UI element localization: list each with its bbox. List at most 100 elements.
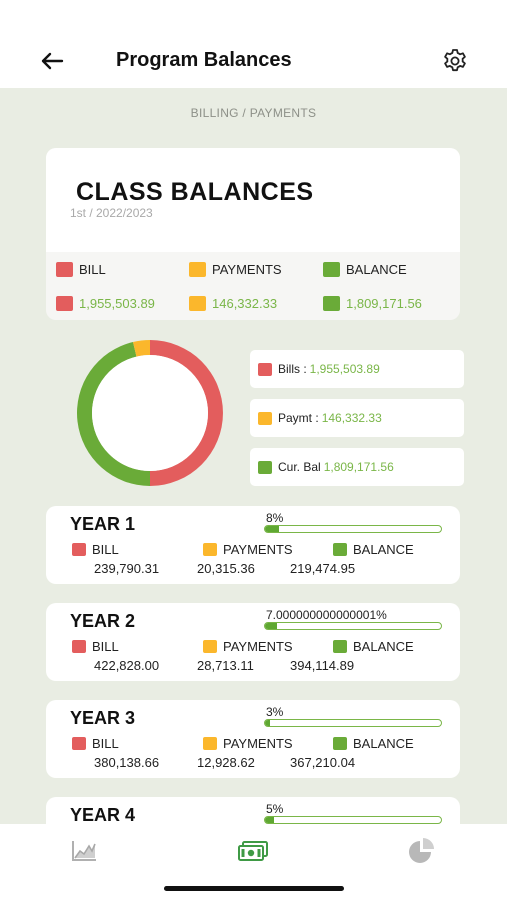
donut-slice-cur-bal [77, 342, 150, 486]
money-icon [238, 841, 268, 861]
legend-payments: PAYMENTS [203, 734, 293, 752]
gear-icon [444, 49, 466, 72]
legend-payments: PAYMENTS [203, 540, 293, 558]
bill-swatch [72, 736, 86, 750]
payments-swatch [189, 261, 206, 277]
legend-payments: PAYMENTS [203, 637, 293, 655]
donut-legend-balance: Cur. Bal 1,809,171.56 [250, 448, 464, 486]
back-button[interactable] [36, 46, 68, 76]
summary-legend-row: BILL PAYMENTS BALANCE [46, 256, 460, 282]
settings-button[interactable] [438, 45, 472, 77]
legend-balance: BALANCE [323, 256, 407, 282]
bill-swatch [56, 295, 73, 311]
year-card[interactable]: YEAR 2 7.000000000000001% BILL PAYMENTS … [46, 603, 460, 681]
chart-line-icon [72, 841, 96, 861]
year-title: YEAR 4 [70, 805, 136, 824]
donut-legend-label: Bills : [278, 362, 307, 376]
payments-swatch [203, 736, 217, 750]
year-title: YEAR 2 [70, 611, 136, 631]
year-title: YEAR 1 [70, 514, 136, 534]
donut-hole [92, 355, 208, 471]
balance-value: 219,474.95 [290, 561, 356, 576]
legend-balance: BALANCE [333, 637, 414, 655]
payments-swatch [203, 542, 217, 556]
progress-fill [265, 526, 280, 532]
donut-legend-value: 1,809,171.56 [323, 460, 394, 474]
class-balances-card: CLASS BALANCES 1st / 2022/2023 BILL PAYM… [46, 148, 460, 320]
summary-subtitle: 1st / 2022/2023 [70, 206, 153, 220]
content-area[interactable]: BILLING / PAYMENTS CLASS BALANCES 1st / … [0, 88, 507, 824]
donut-legend-label: Cur. Bal [278, 460, 321, 474]
year-card[interactable]: YEAR 4 5% [46, 797, 460, 824]
donut-legend-label: Paymt : [278, 411, 319, 425]
nav-analytics[interactable] [64, 836, 104, 866]
bottom-nav [0, 824, 507, 900]
donut-chart [58, 338, 242, 488]
legend-balance: BALANCE [333, 734, 414, 752]
legend-balance-label: BALANCE [346, 261, 407, 277]
summary-title: CLASS BALANCES [76, 178, 314, 206]
year-card[interactable]: YEAR 3 3% BILL PAYMENTS BALANCE 380,138.… [46, 700, 460, 778]
payments-value: 28,713.11 [197, 658, 254, 673]
bill-label: BILL [92, 541, 119, 557]
balance-swatch [333, 736, 347, 750]
nav-payments[interactable] [233, 836, 273, 866]
progress-fill [265, 623, 278, 629]
legend-payments: PAYMENTS [189, 256, 282, 282]
payments-swatch [189, 295, 206, 311]
progress-fill [265, 817, 274, 823]
value-balance: 1,809,171.56 [323, 290, 422, 316]
summary-values-row: 1,955,503.89 146,332.33 1,809,171.56 [46, 290, 460, 316]
balance-swatch [333, 542, 347, 556]
balance-label: BALANCE [353, 541, 414, 557]
donut-chart-svg [77, 340, 223, 486]
payments-value: 20,315.36 [197, 561, 255, 576]
payments-label: PAYMENTS [223, 735, 293, 751]
bill-swatch [72, 639, 86, 653]
legend-bill: BILL [72, 540, 119, 558]
bill-label: BILL [92, 638, 119, 654]
value-bill: 1,955,503.89 [56, 290, 155, 316]
year-title: YEAR 3 [70, 708, 136, 728]
donut-legend-payments: Paymt : 146,332.33 [250, 399, 464, 437]
balance-total: 1,809,171.56 [346, 295, 422, 311]
arrow-left-icon [41, 52, 64, 70]
app-header: Program Balances [0, 0, 507, 88]
payments-value: 12,928.62 [197, 755, 255, 770]
home-indicator [164, 886, 344, 891]
bill-swatch [72, 542, 86, 556]
balance-label: BALANCE [353, 638, 414, 654]
payments-swatch [258, 411, 272, 425]
bills-swatch [258, 362, 272, 376]
balance-swatch [333, 639, 347, 653]
payments-label: PAYMENTS [223, 638, 293, 654]
payments-swatch [203, 639, 217, 653]
legend-bill: BILL [72, 734, 119, 752]
legend-bill: BILL [56, 256, 106, 282]
balance-label: BALANCE [353, 735, 414, 751]
legend-balance: BALANCE [333, 540, 414, 558]
balance-swatch [258, 460, 272, 474]
page-title: Program Balances [116, 49, 292, 71]
summary-header: CLASS BALANCES 1st / 2022/2023 [46, 148, 460, 252]
bill-label: BILL [92, 735, 119, 751]
donut-legend-value: 146,332.33 [321, 411, 382, 425]
value-payments: 146,332.33 [189, 290, 277, 316]
legend-payments-label: PAYMENTS [212, 261, 282, 277]
progress-percent: 5% [266, 802, 284, 816]
donut-slice-bills [150, 340, 223, 486]
progress-bar [264, 719, 442, 727]
donut-legend-bills: Bills : 1,955,503.89 [250, 350, 464, 388]
donut-legend-value: 1,955,503.89 [309, 362, 380, 376]
nav-reports[interactable] [402, 836, 442, 866]
balance-value: 394,114.89 [290, 658, 355, 673]
legend-bill-label: BILL [79, 261, 106, 277]
balance-swatch [323, 295, 340, 311]
legend-bill: BILL [72, 637, 119, 655]
bill-total: 1,955,503.89 [79, 295, 155, 311]
payments-total: 146,332.33 [212, 295, 278, 311]
year-card[interactable]: YEAR 1 8% BILL PAYMENTS BALANCE 239,790.… [46, 506, 460, 584]
progress-bar [264, 622, 442, 630]
bill-value: 239,790.31 [94, 561, 160, 576]
balance-value: 367,210.04 [290, 755, 356, 770]
